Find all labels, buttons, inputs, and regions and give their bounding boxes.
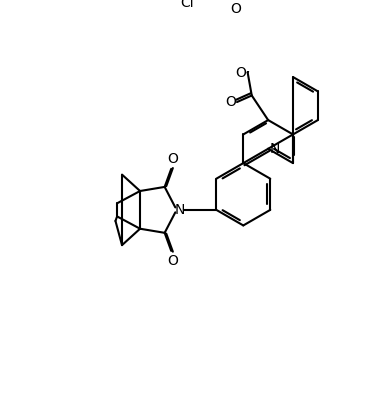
- Text: O: O: [168, 254, 178, 268]
- Text: O: O: [168, 152, 178, 166]
- Text: O: O: [236, 65, 247, 80]
- Text: Cl: Cl: [180, 0, 194, 10]
- Text: O: O: [225, 95, 236, 109]
- Text: N: N: [174, 203, 185, 217]
- Text: N: N: [269, 142, 280, 156]
- Text: O: O: [230, 2, 241, 16]
